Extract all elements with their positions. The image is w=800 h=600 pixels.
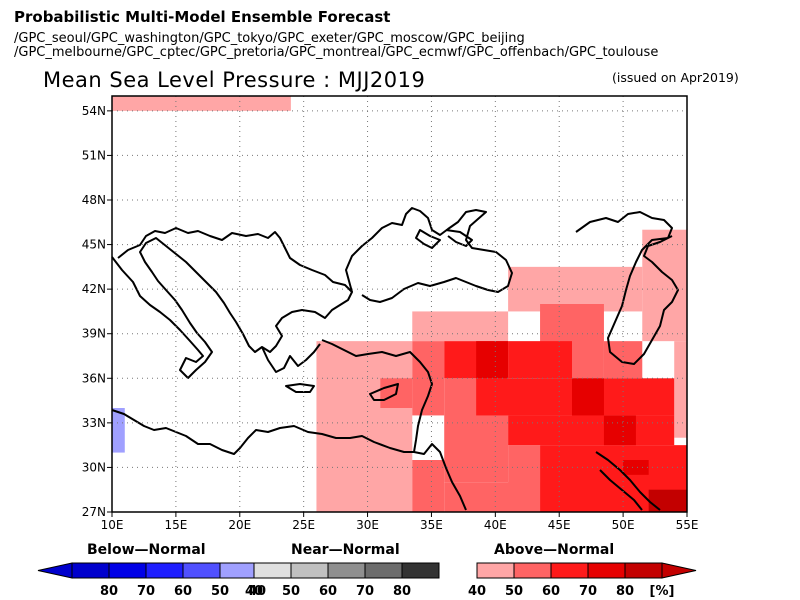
coast-persian-gulf [595, 451, 661, 511]
coast-azov [445, 229, 473, 247]
coast-black-sea [345, 207, 513, 303]
prob-cell-above80 [648, 489, 687, 512]
y-tick-label: 45N [82, 238, 106, 252]
x-tick-label: 10E [101, 518, 124, 532]
prob-cell-above50 [508, 445, 541, 512]
legend-label-near: 60 [319, 584, 337, 599]
x-tick-label: 45E [548, 518, 571, 532]
legend-swatch-above [513, 562, 552, 579]
legend-swatch-near [290, 562, 329, 579]
x-tick-label: 25E [292, 518, 315, 532]
prob-cell-above70 [623, 460, 649, 475]
legend-swatch-near [253, 562, 292, 579]
prob-cell-above70 [603, 415, 636, 446]
legend-label-below: 50 [211, 584, 229, 599]
prob-cell-above40 [316, 341, 413, 512]
y-tick-label: 42N [82, 282, 106, 296]
legend-arrow-right [661, 562, 697, 579]
legend-swatch-below [145, 562, 184, 579]
prob-cell-above60 [508, 415, 675, 446]
legend-swatch-below [71, 562, 110, 579]
coast-caspian [575, 211, 679, 365]
x-tick-label: 20E [228, 518, 251, 532]
legend-swatch-above [587, 562, 626, 579]
probability-cells [112, 96, 687, 512]
x-tick-label: 30E [356, 518, 379, 532]
legend-title-above: Above—Normal [494, 542, 615, 558]
legend-label-below: 40 [248, 584, 266, 599]
legend-swatch-below [219, 562, 258, 579]
prob-cell-above60 [508, 341, 572, 379]
y-tick-label: 54N [82, 104, 106, 118]
map-frame [111, 95, 688, 513]
prob-cell-above40 [674, 341, 687, 438]
legend-title-below: Below—Normal [87, 542, 206, 558]
coast-europe-italy-balkans [111, 227, 353, 379]
prob-cell-below40 [112, 408, 125, 453]
x-tick-label: 55E [676, 518, 699, 532]
forecast-title: Probabilistic Multi-Model Ensemble Forec… [14, 8, 391, 26]
legend-label-near: 70 [356, 584, 374, 599]
legend-swatch-near [327, 562, 366, 579]
legend-swatch-above [476, 562, 515, 579]
prob-cell-above50 [412, 460, 445, 512]
coast-cyprus [369, 383, 399, 401]
legend-label-above: 80 [616, 584, 634, 599]
coast-crimea [415, 229, 441, 249]
map-subtitle: Mean Sea Level Pressure : MJJ2019 [43, 68, 426, 92]
centers-line-1: /GPC_seoul/GPC_washington/GPC_tokyo/GPC_… [14, 31, 525, 46]
legend-swatch-above [550, 562, 589, 579]
x-tick-label: 50E [612, 518, 635, 532]
legend-label-above: 50 [505, 584, 523, 599]
y-tick-label: 48N [82, 193, 106, 207]
y-tick-label: 27N [82, 505, 106, 519]
legend-swatch-below [108, 562, 147, 579]
y-axis-ticks: 27N 30N 33N 36N 39N 42N 45N 48N 51N 54N [82, 104, 112, 519]
legend-arrow-left [37, 562, 73, 579]
legend-title-near: Near—Normal [291, 542, 400, 558]
legend-label-above: 60 [542, 584, 560, 599]
y-tick-label: 51N [82, 148, 106, 162]
legend-label-below: 80 [100, 584, 118, 599]
x-tick-label: 35E [420, 518, 443, 532]
x-tick-label: 40E [484, 518, 507, 532]
y-tick-label: 33N [82, 416, 106, 430]
coast-north-africa [111, 409, 414, 455]
legend-label-below: 70 [137, 584, 155, 599]
legend-swatch-below [182, 562, 221, 579]
centers-line-2: /GPC_melbourne/GPC_cptec/GPC_pretoria/GP… [14, 45, 659, 60]
y-tick-label: 39N [82, 327, 106, 341]
prob-cell-above70 [572, 378, 604, 416]
legend-unit: [%] [650, 584, 675, 599]
prob-cell-above40 [112, 96, 291, 111]
legend-swatch-near [401, 562, 440, 579]
legend-label-near: 50 [282, 584, 300, 599]
prob-cell-above70 [476, 341, 509, 379]
coast-aegean [261, 343, 321, 373]
coast-crete [285, 383, 315, 393]
y-tick-label: 30N [82, 460, 106, 474]
prob-cell-above40 [412, 311, 509, 342]
legend-label-near: 80 [393, 584, 411, 599]
legend-swatch-near [364, 562, 403, 579]
legend-label-above: 70 [579, 584, 597, 599]
legend-label-above: 40 [468, 584, 486, 599]
issued-date: (issued on Apr2019) [612, 70, 739, 85]
legend-label-near: 40 [245, 584, 263, 599]
x-tick-label: 15E [164, 518, 187, 532]
grid-lines [112, 96, 687, 512]
legend-swatch-above [624, 562, 663, 579]
y-tick-label: 36N [82, 371, 106, 385]
coastlines [111, 207, 679, 511]
x-axis-ticks: 10E 15E 20E 25E 30E 35E 40E 45E 50E 55E [101, 512, 699, 532]
legend-label-below: 60 [174, 584, 192, 599]
coast-anatolia-levant [321, 339, 467, 511]
